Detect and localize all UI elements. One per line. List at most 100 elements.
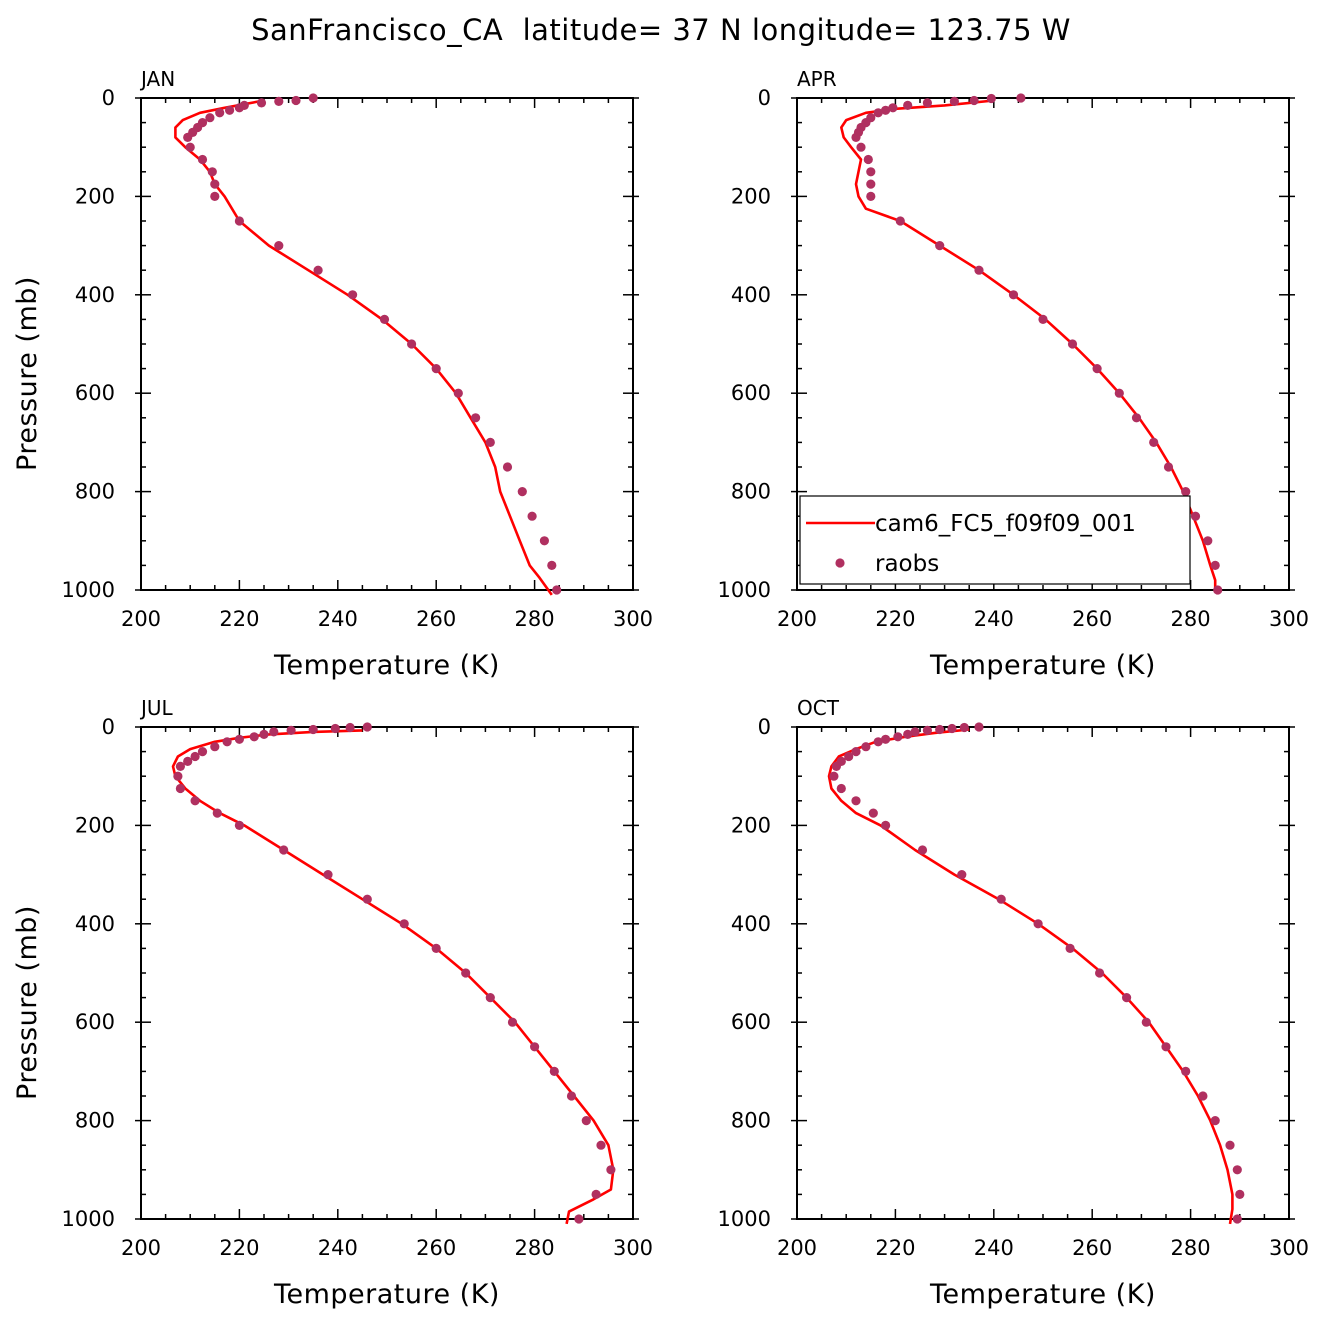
raobs-point (1095, 968, 1105, 978)
raobs-point (362, 894, 372, 904)
model-profile-line (171, 729, 615, 1225)
raobs-point (286, 725, 296, 736)
raobs-point (1149, 437, 1159, 447)
raobs-point (1210, 1116, 1220, 1126)
raobs-point (539, 536, 550, 546)
raobs-point (1065, 943, 1075, 954)
raobs-point (461, 968, 471, 978)
raobs-point (362, 722, 372, 732)
raobs-point (1163, 462, 1174, 472)
raobs-point (1181, 487, 1191, 497)
panels-group: JAN 200 220 240 260 280 300 0 200 400 600 800 1000 Te… (12, 67, 1309, 1310)
raobs-point (881, 734, 891, 744)
y-tick-label: 400 (75, 283, 115, 307)
raobs-point (1092, 364, 1102, 374)
x-axis-title: Temperature (K) (273, 1279, 500, 1310)
raobs-point (1114, 388, 1124, 398)
raobs-point (313, 265, 323, 275)
raobs-point (407, 339, 417, 349)
raobs-point (596, 1140, 606, 1150)
raobs-point (507, 1017, 518, 1027)
raobs-point (185, 142, 195, 152)
raobs-point (291, 95, 301, 106)
x-tick-label: 300 (1269, 1236, 1309, 1260)
x-tick-label: 280 (515, 1236, 555, 1260)
raobs-point (866, 191, 876, 201)
y-axis-title: Pressure (mb) (12, 905, 43, 1100)
raobs-point (1235, 1189, 1245, 1199)
panel-label: JAN (139, 67, 175, 91)
raobs-point (1161, 1042, 1171, 1052)
raobs-point (1225, 1140, 1235, 1150)
raobs-point (308, 93, 318, 103)
raobs-point (574, 1214, 584, 1224)
raobs-point (173, 771, 183, 781)
raobs-point (274, 96, 284, 106)
panel-jan: JAN 200 220 240 260 280 300 0 200 400 600 800 1000 Te… (12, 67, 653, 681)
raobs-point (547, 560, 557, 571)
raobs-point (183, 132, 193, 142)
raobs-point (903, 100, 913, 110)
x-tick-label: 220 (875, 607, 915, 631)
raobs-point (1198, 1091, 1208, 1101)
x-tick-label: 240 (318, 1236, 358, 1260)
raobs-point (453, 388, 463, 398)
figure-title: SanFrancisco_CA latitude= 37 N longitude… (251, 13, 1071, 47)
x-tick-label: 280 (1171, 607, 1211, 631)
x-tick-label: 300 (1269, 607, 1309, 631)
raobs-point (234, 734, 244, 744)
panel-label: APR (797, 67, 837, 91)
raobs-point (210, 179, 220, 189)
panel-oct: OCT 200 220 240 260 280 300 0 200 400 600 800 1000 Te… (718, 696, 1310, 1310)
raobs-point (190, 796, 200, 806)
raobs-point (974, 722, 984, 732)
y-tick-label: 600 (731, 381, 771, 405)
raobs-point (517, 487, 527, 497)
y-tick-label: 600 (731, 1010, 771, 1034)
raobs-point (485, 993, 495, 1003)
raobs-point (935, 241, 945, 251)
y-tick-label: 800 (75, 480, 115, 504)
raobs-point (873, 108, 883, 118)
y-tick-label: 200 (731, 813, 771, 837)
raobs-point (431, 943, 441, 954)
raobs-point (1203, 536, 1213, 546)
y-tick-label: 0 (102, 86, 115, 110)
raobs-point (549, 1066, 559, 1076)
panel-apr: APR 200 220 240 260 280 300 0 200 400 600 800 1000 Te… (718, 67, 1310, 681)
raobs-point (851, 747, 861, 757)
raobs-point (215, 108, 225, 118)
raobs-point (1190, 511, 1201, 521)
raobs-point (399, 919, 409, 929)
x-tick-label: 280 (515, 607, 555, 631)
legend-marker-swatch (835, 558, 845, 568)
x-tick-label: 260 (416, 1236, 456, 1260)
raobs-point (1033, 919, 1043, 929)
raobs-point (269, 727, 279, 737)
raobs-point (969, 95, 979, 106)
raobs-point (249, 732, 259, 742)
raobs-point (957, 870, 967, 880)
raobs-point (935, 724, 945, 735)
raobs-point (856, 142, 866, 152)
raobs-point (947, 723, 957, 734)
y-tick-label: 1000 (718, 578, 771, 602)
raobs-point (959, 722, 969, 733)
raobs-point (190, 751, 200, 762)
raobs-point (1232, 1214, 1242, 1224)
raobs-point (348, 290, 358, 300)
y-tick-label: 600 (75, 1010, 115, 1034)
panel-label: OCT (797, 696, 840, 720)
raobs-point (974, 265, 984, 275)
raobs-point (225, 105, 235, 115)
raobs-point (431, 364, 441, 374)
raobs-point (212, 808, 222, 818)
raobs-point (1038, 314, 1048, 324)
y-tick-label: 200 (731, 184, 771, 208)
raobs-point (259, 729, 269, 740)
y-tick-label: 400 (731, 283, 771, 307)
raobs-point (183, 756, 193, 767)
y-tick-label: 800 (75, 1109, 115, 1133)
